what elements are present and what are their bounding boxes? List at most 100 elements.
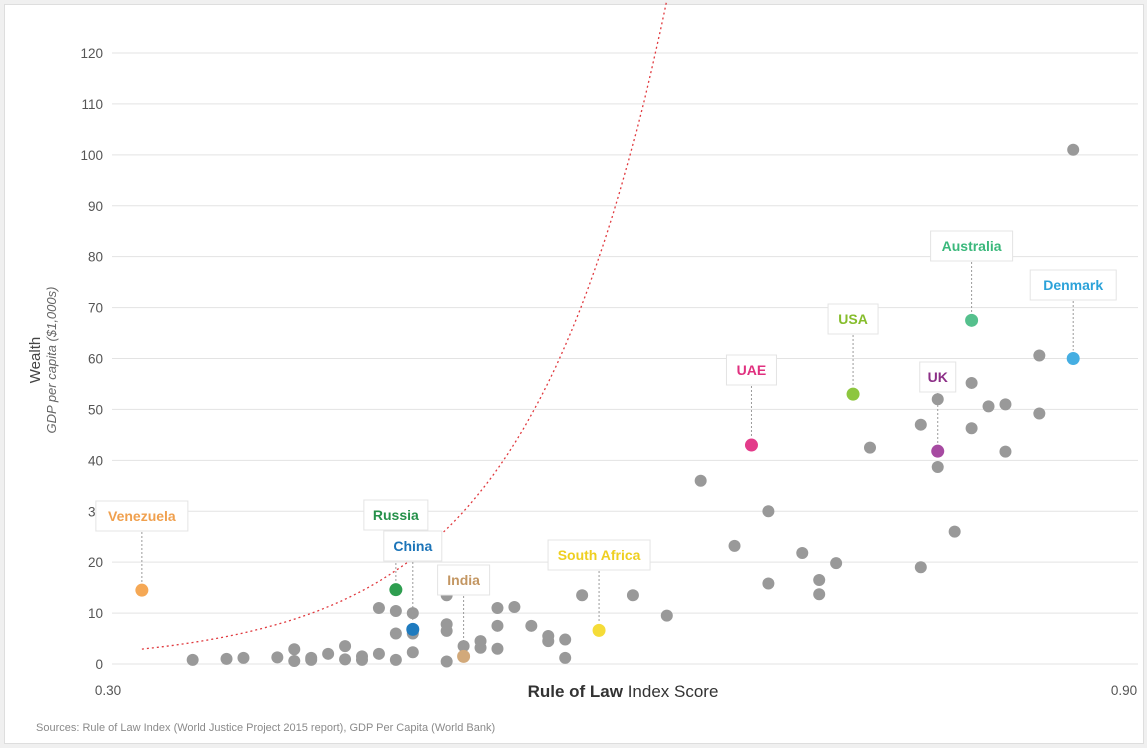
data-point xyxy=(796,547,809,560)
uae-label: UAE xyxy=(737,362,767,378)
data-point xyxy=(339,653,352,666)
y-tick-label-10: 10 xyxy=(88,606,103,621)
data-point xyxy=(237,651,250,664)
y-tick-label-60: 60 xyxy=(88,352,103,367)
data-point xyxy=(1067,143,1080,156)
y-tick-label-100: 100 xyxy=(80,148,103,163)
data-point xyxy=(288,643,301,656)
y-tick-label-50: 50 xyxy=(88,402,103,417)
china-label-box xyxy=(383,530,443,562)
data-point xyxy=(762,577,775,590)
x-axis-title-bold: Rule of Law xyxy=(528,682,624,701)
usa-label: USA xyxy=(838,311,868,327)
denmark-point xyxy=(1066,352,1080,365)
data-point xyxy=(931,460,944,473)
data-point xyxy=(948,525,961,538)
data-point xyxy=(508,600,521,613)
data-point xyxy=(271,651,284,664)
usa-label-box xyxy=(827,303,879,335)
data-point xyxy=(559,633,572,646)
russia-label-box xyxy=(363,499,429,531)
data-point xyxy=(626,589,639,602)
venezuela-label: Venezuela xyxy=(108,508,176,524)
data-point xyxy=(186,653,199,666)
venezuela-label-box xyxy=(95,500,189,532)
x-axis-title-rest: Index Score xyxy=(623,682,718,701)
data-point xyxy=(491,619,504,632)
uae-point xyxy=(744,438,758,452)
data-point xyxy=(1033,407,1046,420)
y-tick-label-120: 120 xyxy=(80,46,103,61)
data-point xyxy=(762,505,775,518)
data-point xyxy=(389,627,402,640)
y-tick-label-80: 80 xyxy=(88,250,103,265)
uae-label-box xyxy=(725,354,777,386)
source-note: Sources: Rule of Law Index (World Justic… xyxy=(36,722,496,734)
x-axis-title: Rule of Law Index Score xyxy=(528,682,719,701)
india-label-box xyxy=(437,564,491,596)
data-point xyxy=(914,418,927,431)
data-point xyxy=(813,573,826,586)
data-point xyxy=(356,650,368,663)
denmark-label: Denmark xyxy=(1043,277,1103,293)
data-point xyxy=(406,607,419,620)
data-point xyxy=(474,635,487,648)
data-point xyxy=(220,652,233,665)
y-tick-label-90: 90 xyxy=(88,199,103,214)
data-point xyxy=(542,629,555,642)
data-point xyxy=(372,647,385,660)
data-point xyxy=(305,651,318,664)
south-africa-label: South Africa xyxy=(558,547,641,563)
data-point xyxy=(559,651,572,664)
data-point xyxy=(830,557,843,570)
data-point xyxy=(1033,349,1046,362)
y-tick-label-70: 70 xyxy=(88,301,103,316)
data-point xyxy=(322,647,335,660)
data-point xyxy=(864,441,876,454)
y-tick-label-20: 20 xyxy=(88,555,103,570)
venezuela-point xyxy=(135,583,149,597)
y-axis-subtitle: GDP per capita ($1,000s) xyxy=(44,287,59,434)
data-point xyxy=(406,646,419,659)
data-point xyxy=(389,605,402,618)
data-point xyxy=(965,376,978,389)
data-point xyxy=(965,422,978,435)
uk-point xyxy=(931,444,945,458)
usa-point xyxy=(846,387,860,401)
data-point xyxy=(372,601,385,614)
data-point xyxy=(389,653,402,666)
data-point xyxy=(999,398,1012,411)
australia-label-box xyxy=(930,230,1014,262)
y-tick-label-0: 0 xyxy=(95,657,103,672)
south-africa-label-box xyxy=(547,539,651,571)
south-africa-point xyxy=(592,623,606,637)
data-point xyxy=(457,640,470,653)
x-tick-label-1: 0.90 xyxy=(1111,683,1137,698)
data-point xyxy=(813,588,826,601)
data-point xyxy=(440,655,453,668)
data-point xyxy=(288,654,301,667)
uk-label: UK xyxy=(928,369,948,385)
australia-point xyxy=(965,313,979,327)
x-tick-label-0: 0.30 xyxy=(95,683,121,698)
data-point xyxy=(339,640,352,653)
australia-label: Australia xyxy=(942,238,1002,254)
data-point xyxy=(440,618,453,631)
china-point xyxy=(406,622,420,636)
russia-label: Russia xyxy=(373,507,419,523)
data-point xyxy=(576,589,589,602)
data-point xyxy=(931,393,944,406)
india-point xyxy=(457,649,471,663)
russia-point xyxy=(389,583,403,597)
data-point xyxy=(694,474,707,487)
y-tick-label-110: 110 xyxy=(81,97,103,112)
y-tick-label-40: 40 xyxy=(88,453,103,468)
data-point xyxy=(525,619,538,632)
data-point xyxy=(728,539,741,552)
data-point xyxy=(982,400,995,413)
denmark-label-box xyxy=(1029,269,1117,301)
y-axis-title: Wealth xyxy=(27,337,44,383)
data-point xyxy=(491,601,504,614)
data-point xyxy=(491,642,504,655)
